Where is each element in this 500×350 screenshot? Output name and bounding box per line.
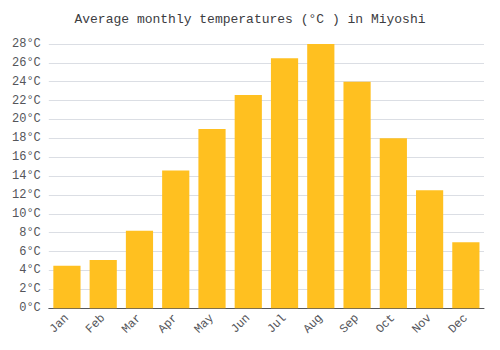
svg-text:22°C: 22°C — [12, 94, 41, 108]
svg-text:Jul: Jul — [264, 311, 289, 336]
svg-text:2°C: 2°C — [19, 282, 41, 296]
svg-text:Aug: Aug — [301, 311, 326, 336]
svg-text:Oct: Oct — [373, 311, 398, 336]
svg-text:Apr: Apr — [156, 311, 181, 336]
svg-text:Jan: Jan — [47, 311, 72, 336]
svg-text:Nov: Nov — [409, 311, 434, 336]
svg-text:12°C: 12°C — [12, 188, 41, 202]
svg-text:16°C: 16°C — [12, 150, 41, 164]
svg-text:4°C: 4°C — [19, 263, 41, 277]
svg-text:10°C: 10°C — [12, 207, 41, 221]
svg-text:8°C: 8°C — [19, 226, 41, 240]
svg-text:Mar: Mar — [119, 311, 144, 336]
svg-text:20°C: 20°C — [12, 112, 41, 126]
svg-text:14°C: 14°C — [12, 169, 41, 183]
svg-text:Dec: Dec — [446, 311, 471, 336]
svg-text:May: May — [192, 311, 217, 336]
svg-text:Average monthly temperatures (: Average monthly temperatures (°C ) in Mi… — [74, 12, 425, 27]
svg-text:28°C: 28°C — [12, 37, 41, 51]
svg-text:24°C: 24°C — [12, 75, 41, 89]
svg-text:26°C: 26°C — [12, 56, 41, 70]
svg-text:Jun: Jun — [228, 311, 253, 336]
svg-text:0°C: 0°C — [19, 301, 41, 315]
svg-text:Sep: Sep — [337, 311, 362, 336]
svg-text:18°C: 18°C — [12, 131, 41, 145]
svg-text:Feb: Feb — [83, 311, 108, 336]
svg-text:6°C: 6°C — [19, 245, 41, 259]
